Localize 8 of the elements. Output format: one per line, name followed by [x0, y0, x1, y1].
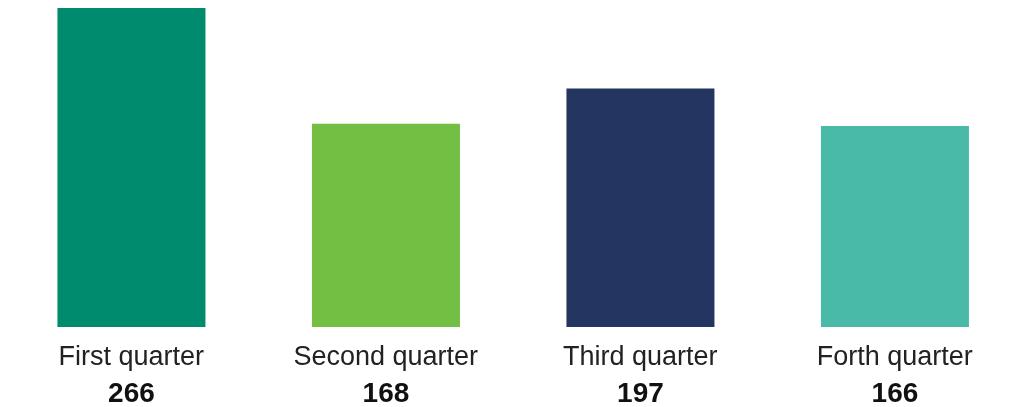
- x-tick-label: Third quarter: [562, 341, 718, 371]
- data-label: 166: [871, 377, 919, 407]
- x-tick-label: Second quarter: [293, 341, 479, 371]
- data-label: 168: [362, 377, 410, 407]
- data-label: 197: [617, 377, 664, 407]
- data-label: 266: [108, 377, 155, 407]
- x-tick-label: Forth quarter: [816, 341, 973, 371]
- x-tick-label: First quarter: [58, 341, 205, 371]
